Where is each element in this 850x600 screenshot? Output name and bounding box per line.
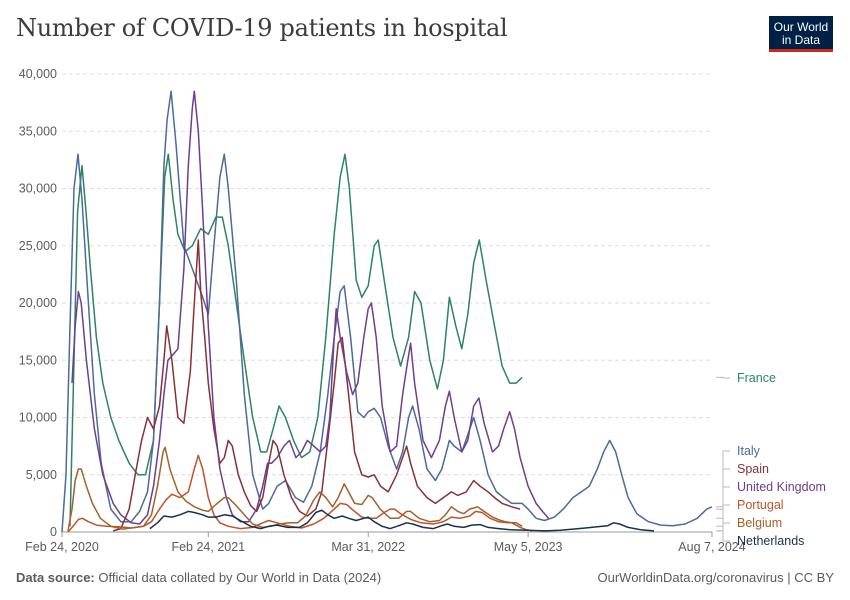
- y-tick-label: 35,000: [19, 124, 57, 138]
- legend-connector: [716, 504, 730, 527]
- legend-label-united-kingdom: United Kingdom: [737, 480, 826, 494]
- legend-label-france: France: [737, 371, 776, 385]
- series-lines: [61, 90, 713, 533]
- y-axis-ticks: 0 5,000 10,000 15,000 20,000 25,000 30,000 35,0…: [19, 67, 57, 539]
- legend-label-belgium: Belgium: [737, 516, 782, 530]
- x-axis: Feb 24, 2020 Feb 24, 2021 Mar 31, 2022 May …: [25, 532, 746, 554]
- legend: France Italy Spain United Kingdom Portugal Be…: [716, 371, 826, 548]
- logo-line-2: in Data: [781, 33, 821, 47]
- series-line-portugal: [67, 454, 523, 533]
- x-tick-label: May 5, 2023: [494, 540, 563, 554]
- y-tick-label: 0: [50, 525, 57, 539]
- series-line-netherlands: [149, 509, 655, 532]
- y-tick-label: 25,000: [19, 239, 57, 253]
- legend-label-spain: Spain: [737, 462, 769, 476]
- footer-source: Data source: Official data collated by O…: [16, 570, 381, 585]
- logo-line-1: Our World: [773, 20, 829, 34]
- series-line-france: [69, 153, 523, 527]
- source-label: Data source:: [16, 570, 95, 585]
- series-line-united-kingdom: [71, 90, 550, 525]
- y-tick-label: 15,000: [19, 353, 57, 367]
- legend-label-netherlands: Netherlands: [737, 534, 804, 548]
- footer-url[interactable]: OurWorldinData.org/coronavirus | CC BY: [597, 570, 834, 585]
- chart-title: Number of COVID-19 patients in hospital: [16, 14, 508, 42]
- grid-lines: [62, 73, 712, 533]
- legend-connector: [716, 530, 730, 542]
- y-tick-label: 10,000: [19, 411, 57, 425]
- owid-logo[interactable]: Our World in Data: [769, 16, 833, 52]
- legend-label-italy: Italy: [737, 444, 761, 458]
- x-tick-label: Feb 24, 2020: [25, 540, 99, 554]
- y-tick-label: 30,000: [19, 182, 57, 196]
- series-line-belgium: [67, 446, 533, 532]
- x-tick-label: Feb 24, 2021: [171, 540, 245, 554]
- y-tick-label: 40,000: [19, 67, 57, 81]
- x-tick-label: Aug 7, 2024: [678, 540, 745, 554]
- y-tick-label: 5,000: [26, 468, 57, 482]
- series-line-spain: [112, 239, 521, 532]
- series-line-italy: [61, 90, 713, 533]
- x-tick-label: Mar 31, 2022: [331, 540, 405, 554]
- legend-connector: [716, 376, 730, 379]
- source-text[interactable]: Official data collated by Our World in D…: [98, 570, 382, 585]
- legend-connector: [716, 486, 730, 519]
- legend-connector: [716, 522, 730, 532]
- y-tick-label: 20,000: [19, 296, 57, 310]
- legend-label-portugal: Portugal: [737, 498, 784, 512]
